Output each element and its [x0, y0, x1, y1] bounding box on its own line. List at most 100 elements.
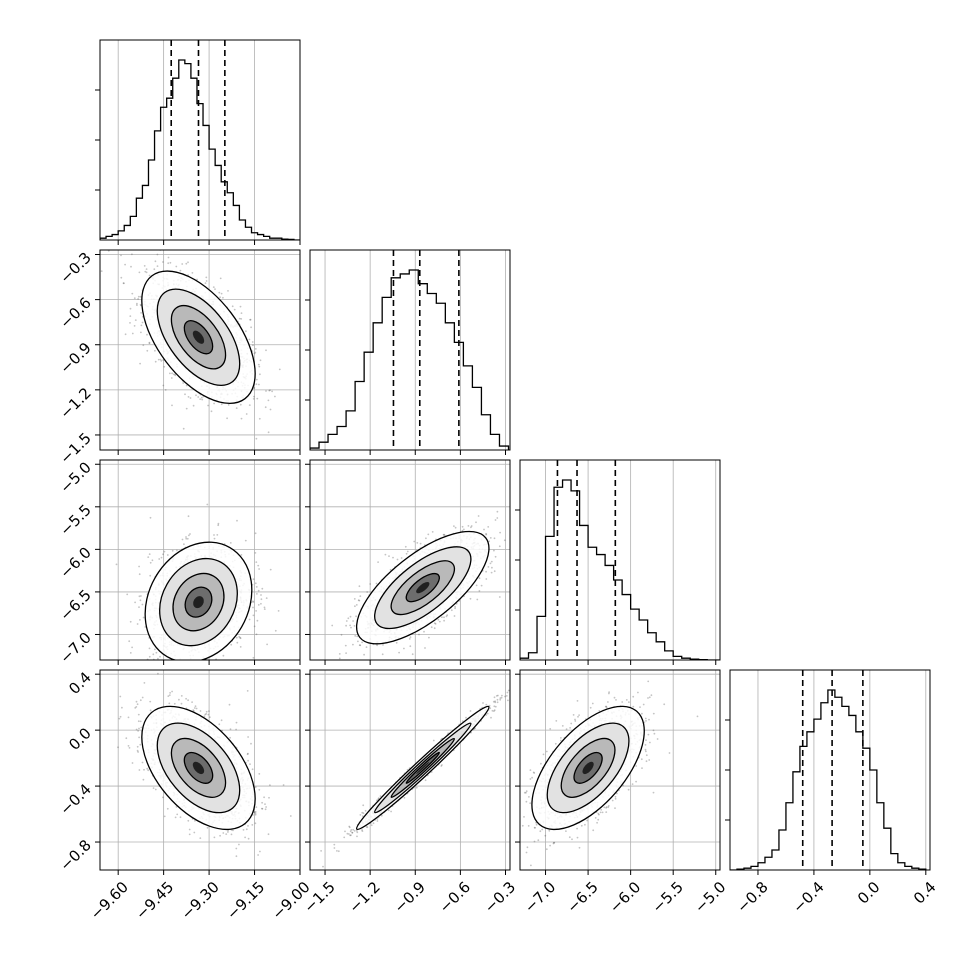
sample-point [140, 595, 142, 597]
sample-point [175, 265, 178, 268]
sample-point [149, 516, 152, 519]
sample-point [205, 668, 207, 670]
panel-frame [99, 249, 301, 451]
sample-point [359, 660, 361, 662]
sample-point [255, 633, 258, 636]
sample-point [252, 344, 254, 347]
sample-point [155, 651, 158, 654]
sample-point [384, 553, 387, 556]
sample-point [260, 598, 263, 601]
sample-point [338, 653, 341, 655]
sample-point [244, 539, 247, 542]
x-tick-label: −0.8 [733, 878, 771, 916]
sample-point [409, 645, 412, 648]
sample-point [453, 525, 455, 527]
sample-point [166, 554, 169, 556]
sample-point [139, 362, 141, 365]
sample-point [187, 396, 190, 398]
sample-point [136, 302, 138, 305]
sample-point [156, 265, 159, 267]
sample-point [170, 671, 172, 673]
sample-point [248, 618, 251, 621]
sample-point [148, 274, 151, 277]
sample-point [142, 616, 145, 619]
sample-point [154, 648, 156, 651]
sample-point [124, 333, 127, 336]
sample-point [409, 636, 412, 638]
sample-point [253, 625, 256, 628]
sample-point [126, 593, 129, 596]
sample-point [193, 682, 195, 684]
sample-point [494, 555, 497, 558]
panel-frame [729, 669, 931, 871]
sample-point [493, 570, 496, 573]
sample-point [145, 271, 148, 274]
contour-line [170, 304, 227, 370]
sample-point [140, 312, 142, 314]
sample-point [434, 623, 437, 625]
sample-point [128, 640, 131, 643]
sample-point [251, 341, 254, 343]
sample-point [355, 676, 357, 678]
sample-point [239, 403, 242, 406]
sample-point [423, 630, 425, 633]
sample-point [354, 635, 357, 637]
sample-point [174, 374, 177, 377]
sample-point [137, 295, 140, 298]
sample-point [139, 599, 142, 602]
sample-point [139, 667, 141, 669]
histogram-panel-3: −0.8 −0.4 0.0 0.4 [725, 669, 940, 917]
sample-point [172, 687, 174, 689]
sample-point [227, 290, 229, 292]
y-tick-label: −1.5 [56, 429, 94, 467]
sample-point [252, 656, 255, 659]
sample-point [490, 571, 493, 574]
sample-point [358, 599, 361, 602]
sample-point [181, 538, 184, 541]
sample-point [496, 517, 499, 519]
sample-point [145, 268, 148, 270]
sample-point [183, 543, 185, 546]
sample-point [450, 609, 453, 612]
sample-point [248, 404, 251, 406]
scatter-panel-0-2: −7.0−6.5−6.0−5.5−5.0 [56, 458, 301, 689]
sample-point [349, 615, 352, 618]
sample-point [197, 663, 199, 665]
sample-point [352, 620, 354, 622]
sample-point [344, 644, 347, 647]
sample-point [269, 568, 272, 571]
sample-point [191, 272, 194, 274]
panel-frame [99, 459, 301, 661]
sample-point [163, 365, 166, 368]
sample-point [398, 651, 400, 654]
contour-line [141, 270, 256, 405]
sample-point [205, 276, 208, 279]
sample-point [376, 644, 378, 647]
sample-point [136, 623, 139, 625]
sample-point [331, 624, 334, 627]
sample-point [493, 537, 496, 540]
sample-point [217, 524, 220, 527]
sample-point [366, 591, 369, 593]
sample-point [162, 384, 165, 387]
sample-point [162, 553, 164, 556]
panel-frame [99, 39, 301, 241]
sample-point [255, 383, 258, 386]
sample-point [172, 373, 175, 376]
sample-point [210, 410, 213, 413]
sample-point [258, 417, 261, 420]
sample-point [250, 326, 253, 329]
contour-line [374, 546, 472, 630]
sample-point [188, 660, 190, 662]
sample-point [220, 292, 223, 295]
histogram-panel-1 [305, 249, 511, 455]
sample-point [165, 672, 167, 674]
sample-point [131, 253, 133, 256]
sample-point [170, 377, 173, 379]
sample-point [443, 616, 445, 619]
sample-point [389, 568, 392, 571]
sample-point [253, 395, 255, 398]
sample-point [425, 537, 427, 540]
contour-line [144, 541, 253, 660]
sample-point [173, 664, 175, 666]
